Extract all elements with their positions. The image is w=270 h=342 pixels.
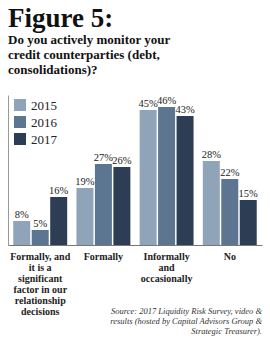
x-tick-label: No [224, 251, 236, 262]
data-labels: 8% 19% 45% 28% 5% 27% 46% 22% 16% 26% 43% 15% [15, 95, 258, 229]
text-line: Formally, and [10, 251, 70, 262]
data-label: 46% [157, 95, 177, 106]
text-line: Informally [144, 251, 190, 262]
bar [203, 161, 220, 245]
bar [50, 197, 67, 245]
text-line: relationship [15, 295, 66, 306]
x-tick: Informallyandoccasionally [141, 251, 193, 284]
data-label: 16% [49, 185, 69, 196]
x-axis: Formally, andit is asignificantfactor in… [9, 246, 263, 317]
data-label: 19% [75, 176, 95, 187]
subtitle: Do you actively monitor yourcredit count… [8, 32, 170, 77]
title: Figure 5: [8, 3, 113, 33]
bar [13, 221, 30, 245]
bars [13, 107, 256, 245]
legend-label: 2015 [31, 98, 57, 113]
bar [32, 230, 49, 245]
data-label: 43% [175, 104, 195, 115]
data-label: 8% [15, 209, 29, 220]
x-tick: Formally, andit is asignificantfactor in… [10, 251, 70, 317]
text-line: and [159, 262, 176, 273]
data-label: 28% [202, 149, 222, 160]
legend-item: 2017 [14, 132, 58, 147]
text-line: No [224, 251, 236, 262]
bar [158, 107, 175, 245]
legend-item: 2015 [14, 98, 57, 113]
data-label: 15% [239, 188, 259, 199]
chart: Figure 5:Do you actively monitor yourcre… [0, 0, 270, 342]
y-axis-line [8, 96, 9, 246]
y-axis [8, 96, 9, 246]
text-line: consolidations)? [8, 62, 98, 77]
bar [240, 200, 257, 245]
x-tick-label: Formally [84, 251, 123, 262]
bar [140, 110, 157, 245]
text-line: Formally [84, 251, 123, 262]
text-line: credit counterparties (debt, [8, 47, 160, 62]
text-line: decisions [21, 306, 59, 317]
bar [177, 116, 194, 245]
x-tick-label: Informallyandoccasionally [141, 251, 193, 284]
x-tick: No [224, 251, 236, 262]
text-line: factor in our [13, 284, 67, 295]
text-line: Strategic Treasurer). [191, 326, 262, 336]
x-tick: Formally [84, 251, 123, 262]
text-line: results (hosted by Capital Advisors Grou… [110, 316, 262, 326]
bar [95, 164, 112, 245]
text-line: Do you actively monitor your [8, 32, 170, 47]
legend-swatch [14, 116, 26, 128]
legend: 2015 2016 2017 [14, 98, 58, 147]
legend-swatch [14, 133, 26, 145]
data-label: 22% [220, 167, 240, 178]
bar [76, 188, 93, 245]
legend-label: 2017 [31, 132, 58, 147]
data-label: 45% [139, 98, 159, 109]
x-tick-label: Formally, andit is asignificantfactor in… [10, 251, 70, 317]
text-line: it is a [29, 262, 52, 273]
data-label: 27% [94, 152, 114, 163]
bar [221, 179, 238, 245]
bar [113, 167, 130, 245]
legend-swatch [14, 99, 26, 111]
source-note: Source: 2017 Liquidity Risk Survey, vide… [110, 306, 262, 336]
legend-item: 2016 [14, 115, 58, 130]
text-line: significant [18, 273, 63, 284]
data-label: 26% [112, 155, 132, 166]
data-label: 5% [33, 218, 47, 229]
text-line: occasionally [141, 273, 193, 284]
legend-label: 2016 [31, 115, 58, 130]
text-line: Source: 2017 Liquidity Risk Survey, vide… [111, 306, 262, 316]
x-axis-line [9, 245, 263, 246]
